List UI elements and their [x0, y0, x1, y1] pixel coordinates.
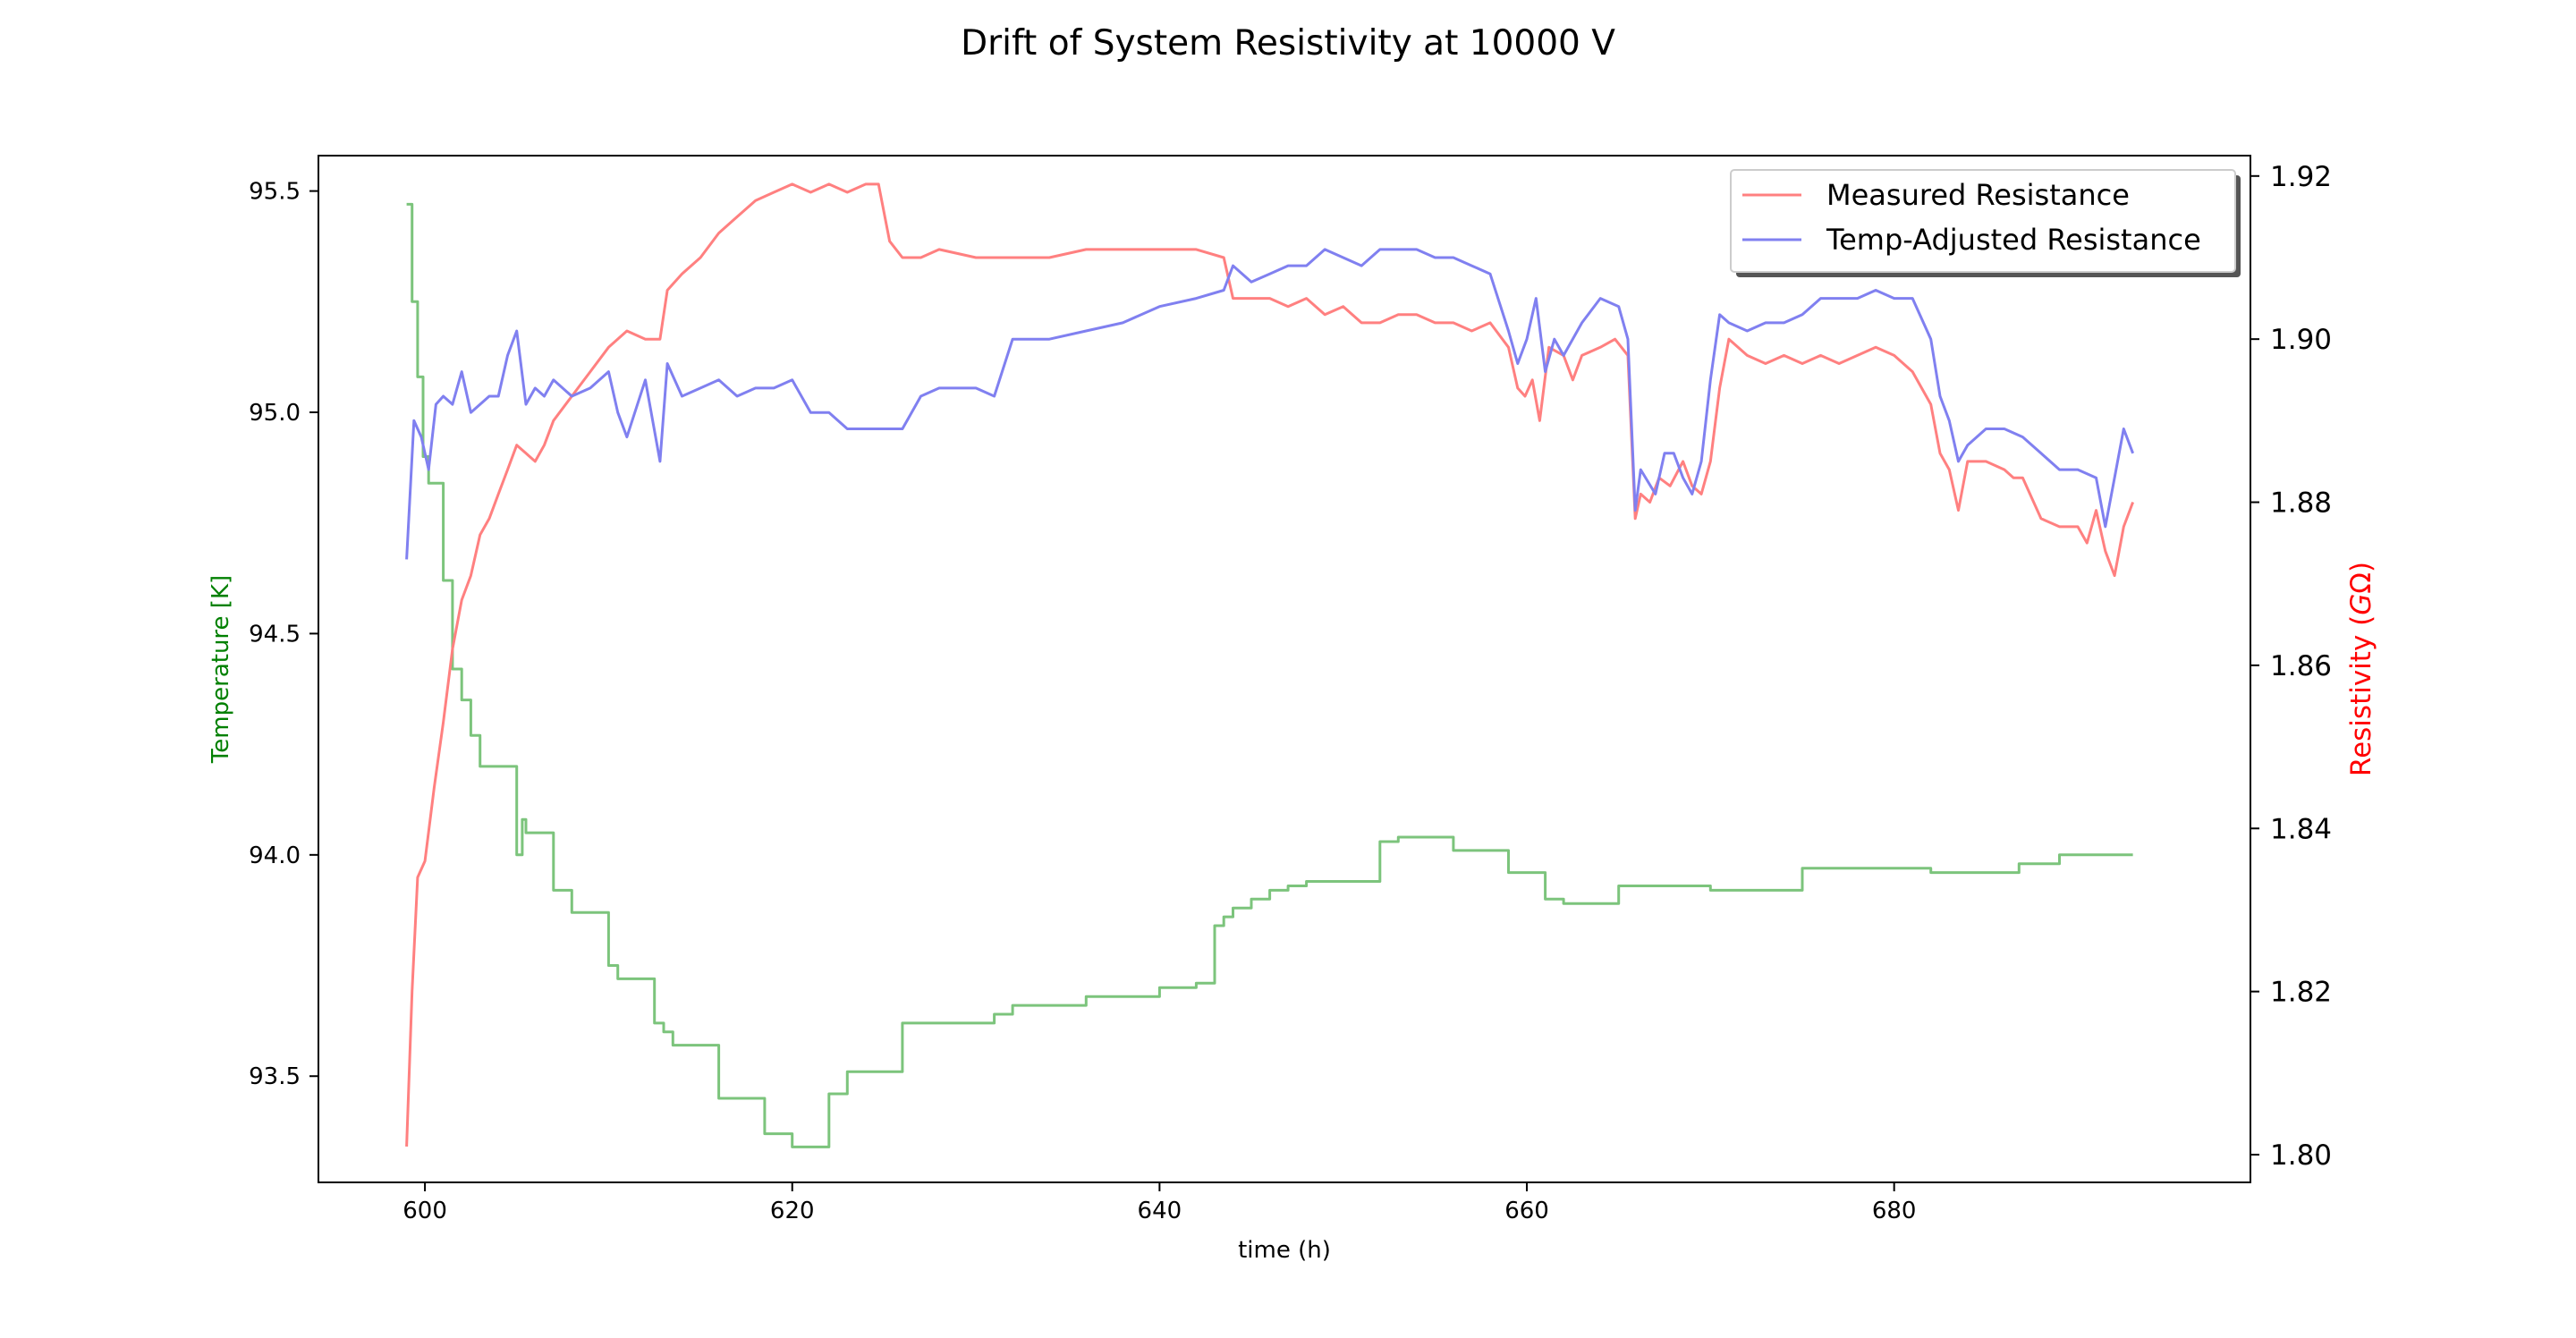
y-tick-label-left: 95.5 [249, 179, 301, 206]
x-tick-label: 640 [1138, 1198, 1182, 1224]
x-tick-label: 620 [770, 1198, 815, 1224]
y-tick-label-right: 1.90 [2270, 324, 2332, 356]
y-axis-label-right: Resistivity (GΩ) [2345, 562, 2377, 776]
y-tick-label-left: 94.5 [249, 621, 301, 648]
y-axis-label-right-prefix: Resistivity ( [2345, 615, 2377, 776]
y-tick-label-right: 1.80 [2270, 1139, 2332, 1172]
y-axis-label-left: Temperature [K] [208, 575, 234, 764]
y-tick-label-right: 1.86 [2270, 650, 2332, 682]
y-axis-label-right-var: G [2345, 594, 2377, 615]
x-tick-label: 680 [1872, 1198, 1917, 1224]
legend-label-adjusted: Temp-Adjusted Resistance [1826, 223, 2201, 257]
y-tick-label-right: 1.88 [2270, 487, 2332, 520]
y-tick-label-right: 1.82 [2270, 977, 2332, 1009]
chart-title: Drift of System Resistivity at 10000 V [961, 23, 1615, 64]
y-tick-label-left: 94.0 [249, 843, 301, 869]
y-tick-label-left: 93.5 [249, 1063, 301, 1090]
y-tick-label-right: 1.92 [2270, 161, 2332, 193]
x-axis-label: time (h) [1238, 1237, 1331, 1264]
y-axis-left: 93.5 94.0 94.5 95.0 95.5 [249, 179, 318, 1090]
legend-label-measured: Measured Resistance [1826, 178, 2130, 212]
y-axis-right: 1.80 1.82 1.84 1.86 1.88 1.90 1.92 [2250, 161, 2332, 1172]
plot-frame [318, 155, 2251, 1183]
series-layer [405, 182, 2135, 1148]
legend-box [1730, 169, 2236, 273]
x-tick-label: 600 [402, 1198, 447, 1224]
x-tick-label: 660 [1504, 1198, 1549, 1224]
series-line-measured-resistance [405, 182, 2135, 1147]
x-axis: 600 620 640 660 680 [402, 1182, 1916, 1224]
series-line-temp-adjusted-resistance [405, 248, 2135, 560]
y-tick-label-right: 1.84 [2270, 813, 2332, 845]
series-line-temperature [406, 202, 2133, 1148]
legend: Measured Resistance Temp-Adjusted Resist… [1730, 169, 2241, 277]
y-axis-label-right-suffix: Ω) [2345, 562, 2377, 594]
y-tick-label-left: 95.0 [249, 400, 301, 427]
